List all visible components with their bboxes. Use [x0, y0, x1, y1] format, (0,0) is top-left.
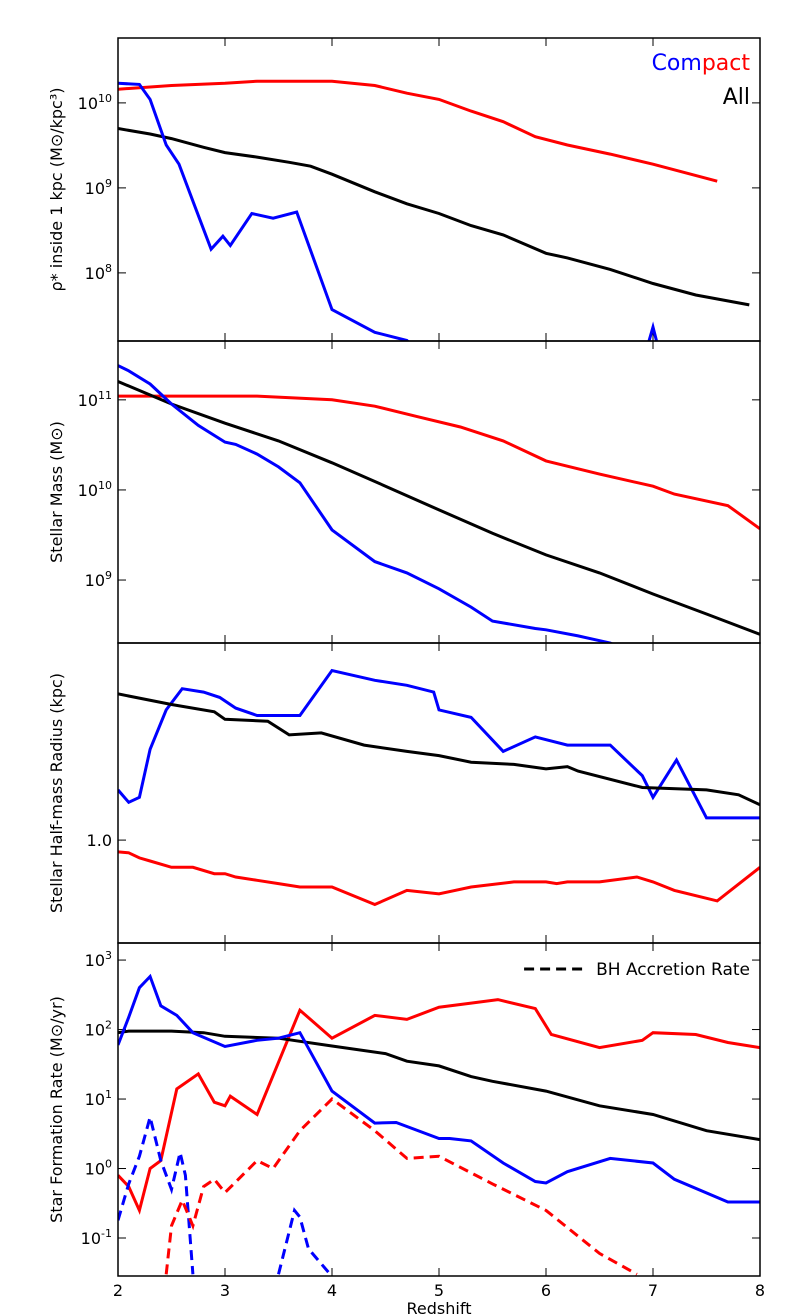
legend-label: All — [723, 85, 750, 110]
y-tick-label: 1010 — [78, 479, 112, 500]
x-tick-label: 2 — [113, 1281, 123, 1300]
plot-frame — [117, 642, 761, 944]
y-axis-label: Stellar Half-mass Radius (kpc) — [47, 673, 66, 913]
y-tick-label: 109 — [85, 177, 112, 198]
y-tick-label: 1010 — [78, 92, 112, 113]
legend-label: BH Accretion Rate — [596, 960, 750, 980]
y-axis-label: Stellar Mass (M⊙) — [47, 421, 66, 563]
series-line — [118, 692, 760, 807]
series-line — [118, 998, 760, 1215]
x-tick-label: 5 — [434, 1281, 444, 1300]
y-tick-label: 101 — [85, 1088, 112, 1109]
series-line — [118, 668, 760, 820]
series-line — [118, 973, 760, 1204]
panel: 1.0 Stellar Half-mass Radius (kpc) — [47, 642, 761, 944]
series-line — [118, 79, 718, 183]
y-tick-label: 100 — [85, 1158, 112, 1179]
y-tick-label: 10-1 — [81, 1227, 112, 1248]
legend-text: All — [723, 85, 750, 110]
x-tick-label: 4 — [327, 1281, 337, 1300]
y-tick-label: 108 — [85, 262, 112, 283]
y-axis-label: Star Formation Rate (M⊙/yr) — [47, 996, 66, 1223]
series-line — [118, 394, 760, 531]
x-tick-label: 8 — [755, 1281, 765, 1300]
x-tick-label: 7 — [648, 1281, 658, 1300]
series-line — [118, 127, 750, 307]
legend-text: Com — [652, 51, 702, 76]
x-axis-label: Redshift — [407, 1299, 472, 1315]
series-line — [164, 1097, 638, 1276]
panel: 108 109 1010 ρ* inside 1 kpc (M⊙/kpc³) Compa… — [47, 37, 761, 342]
y-tick-label: 1011 — [78, 389, 112, 410]
panel: 10-1 100 101 102 103 2 3 4 5 6 7 8 Star Formation Ra… — [47, 942, 765, 1315]
series-line — [118, 850, 760, 907]
legend-text: BH Accretion Rate — [596, 960, 750, 980]
x-tick-label: 3 — [220, 1281, 230, 1300]
series-line — [118, 1029, 760, 1142]
y-tick-label: 109 — [85, 569, 112, 590]
x-tick-label: 6 — [541, 1281, 551, 1300]
y-tick-label: 102 — [85, 1019, 112, 1040]
y-tick-label: 103 — [85, 949, 112, 970]
y-tick-label: 1.0 — [87, 831, 112, 850]
legend-label: Compact — [652, 51, 751, 76]
series-line — [118, 81, 659, 341]
plot-frame — [117, 942, 761, 1277]
panel: 109 1010 1011 Stellar Mass (M⊙) — [47, 340, 761, 644]
y-axis-label: ρ* inside 1 kpc (M⊙/kpc³) — [47, 88, 66, 292]
series-line — [118, 380, 760, 636]
series-line — [118, 364, 614, 643]
legend-text: pact — [702, 51, 751, 76]
series-line — [118, 1111, 334, 1276]
